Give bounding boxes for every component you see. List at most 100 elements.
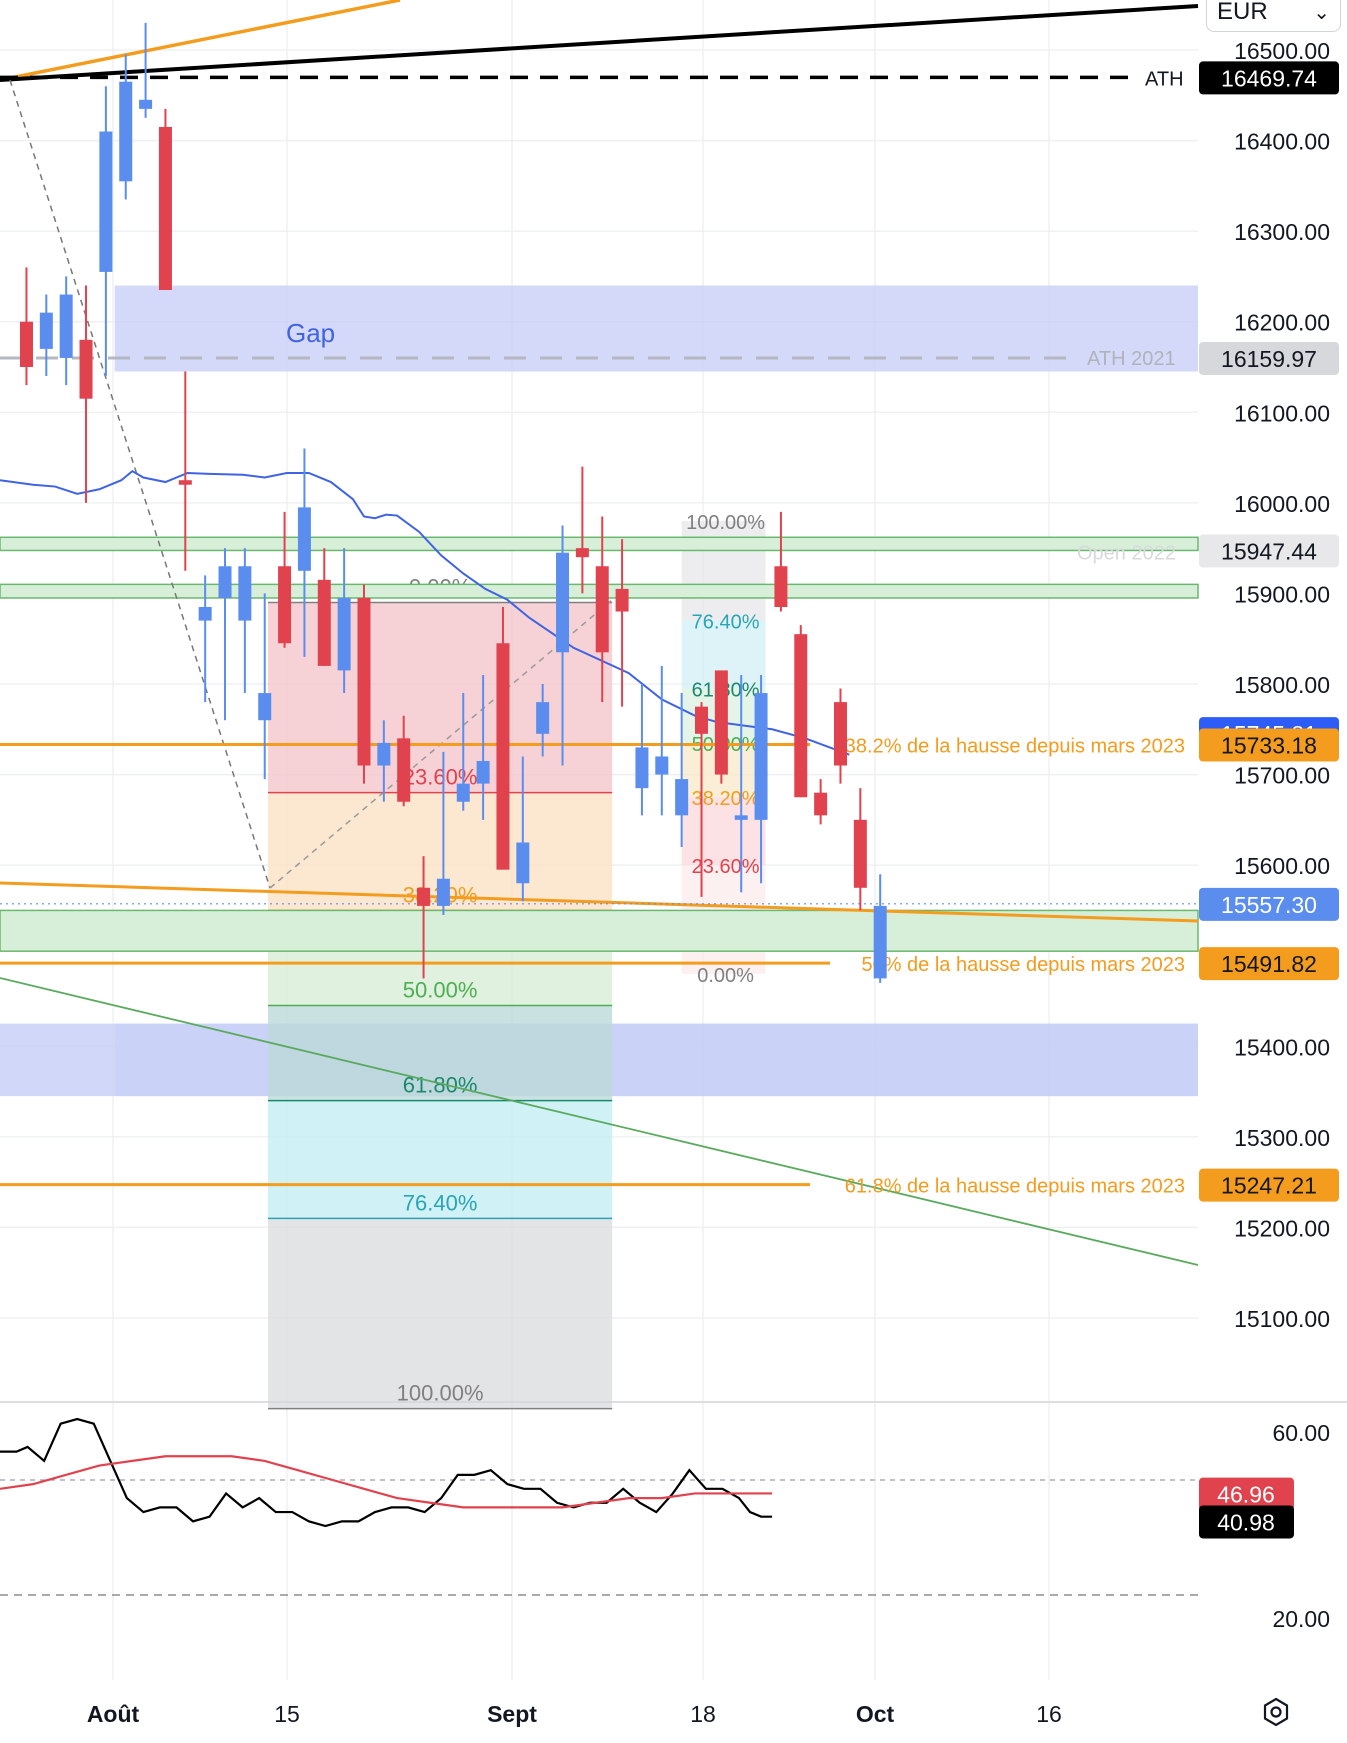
x-tick-label: 18 (690, 1701, 716, 1727)
y-tick-label: 15800.00 (1234, 672, 1330, 698)
y-tick-label: 15100.00 (1234, 1306, 1330, 1332)
settings-button[interactable] (1258, 1694, 1294, 1730)
candle-body (39, 312, 53, 349)
price-label: 15947.44 (1221, 538, 1317, 564)
osc-value-box (1199, 1477, 1294, 1511)
osc-signal-line (0, 1455, 773, 1509)
y-tick-label: 15200.00 (1234, 1215, 1330, 1241)
candle-body (873, 905, 887, 979)
candle-body (655, 756, 669, 775)
candle-body (476, 760, 490, 784)
candle-body (833, 702, 847, 766)
candle-body (536, 702, 550, 734)
candle-body (575, 548, 589, 558)
candle-body (635, 747, 649, 789)
y-tick-label: 16200.00 (1234, 310, 1330, 336)
candle-body (516, 842, 530, 884)
trendline-black (0, 4, 1199, 82)
candle-body (337, 597, 351, 671)
currency-select[interactable]: EUR ⌄ (1206, 0, 1341, 32)
candle-body (119, 81, 133, 182)
candle-body (357, 597, 371, 766)
candle-body (853, 819, 867, 888)
y-tick-label: 15700.00 (1234, 763, 1330, 789)
price-label-box (1199, 887, 1339, 921)
candle-body (317, 579, 331, 666)
candle-body (79, 339, 93, 399)
candle-body (695, 706, 709, 734)
level-caption: 38.2% de la hausse depuis mars 2023 (845, 736, 1185, 758)
fib-band (268, 1005, 613, 1101)
candle-body (19, 321, 33, 367)
x-tick-label: Oct (856, 1701, 895, 1727)
candle-body (595, 566, 609, 653)
candle-body (278, 566, 292, 644)
candle-body (139, 99, 153, 109)
candle-body (774, 566, 788, 608)
trendline-orange-top (0, 0, 401, 82)
candle-body (258, 693, 272, 721)
open2022-tag: Open 2022 (1077, 542, 1176, 564)
price-label: 15247.21 (1221, 1173, 1317, 1199)
fib-level-label: 50.00% (403, 978, 478, 1003)
fib2-level-label: 0.00% (697, 965, 754, 987)
fib2-level-label: 100.00% (686, 512, 765, 534)
x-tick-label: 16 (1036, 1701, 1062, 1727)
osc-tick-label: 60.00 (1272, 1420, 1330, 1446)
candle-body (59, 294, 73, 358)
y-tick-label: 16500.00 (1234, 38, 1330, 64)
candle-body (714, 670, 728, 775)
candle-body (417, 887, 431, 906)
y-tick-label: 16300.00 (1234, 219, 1330, 245)
level-caption: 61.8% de la hausse depuis mars 2023 (845, 1176, 1185, 1198)
candle-body (158, 126, 172, 291)
moving-average-line (0, 469, 850, 756)
fib2-band (681, 797, 766, 866)
ath2021-tag: ATH 2021 (1087, 348, 1176, 370)
y-tick-label: 15600.00 (1234, 853, 1330, 879)
x-tick-label: Sept (487, 1701, 537, 1727)
candle-body (397, 738, 411, 802)
candle-body (754, 693, 768, 820)
fib-level-label: 76.40% (403, 1190, 478, 1215)
y-tick-label: 15900.00 (1234, 581, 1330, 607)
fib2-level-label: 23.60% (692, 856, 760, 878)
fib-band (268, 1218, 613, 1409)
diag-dashed-1 (9, 79, 271, 889)
candle-body (436, 878, 450, 906)
price-label-box (1199, 534, 1339, 568)
price-label-box (1199, 341, 1339, 375)
level-caption: 50% de la hausse depuis mars 2023 (861, 954, 1185, 976)
candle-body (198, 607, 212, 621)
fib2-level-label: 76.40% (692, 612, 760, 634)
osc-value-label: 46.96 (1217, 1482, 1275, 1508)
y-tick-label: 16100.00 (1234, 400, 1330, 426)
candle-body (218, 566, 232, 598)
price-label: 16159.97 (1221, 346, 1317, 372)
fib2-band (681, 520, 766, 621)
x-tick-label: 15 (274, 1701, 300, 1727)
candle-body (99, 131, 113, 272)
osc-series-line (0, 1417, 773, 1528)
candle-body (814, 792, 828, 816)
candle-body (178, 480, 192, 485)
currency-value: EUR (1217, 0, 1268, 25)
candle-body (377, 742, 391, 766)
y-tick-label: 16000.00 (1234, 491, 1330, 517)
candle-body (238, 566, 252, 621)
price-label-box (1199, 1168, 1339, 1202)
green-band (0, 909, 1199, 952)
y-tick-label: 16400.00 (1234, 129, 1330, 155)
price-label: 15557.30 (1221, 892, 1317, 918)
price-label: 16469.74 (1221, 65, 1317, 91)
price-label-box (1199, 61, 1339, 95)
candle-body (556, 552, 570, 653)
candle-body (456, 783, 470, 802)
chevron-down-icon: ⌄ (1313, 1, 1330, 24)
price-label-box (1199, 728, 1339, 762)
candle-body (615, 588, 629, 612)
candle-body (794, 634, 808, 798)
candle-body (675, 779, 689, 816)
